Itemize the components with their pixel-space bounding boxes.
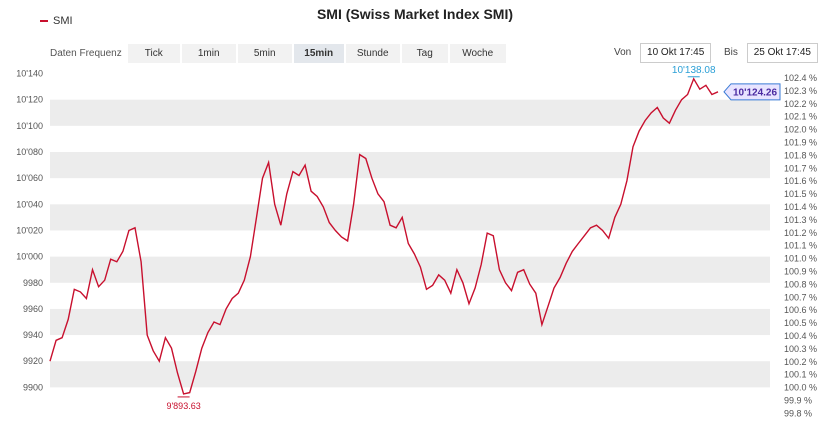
right-tick-label: 101.3 % [784, 215, 817, 225]
y-tick-label: 10'040 [16, 199, 43, 209]
tab-tick[interactable]: Tick [127, 44, 180, 63]
right-tick-label: 101.8 % [784, 150, 817, 160]
frequency-label: Daten Frequenz [50, 48, 122, 59]
tab-5min[interactable]: 5min [237, 44, 292, 63]
y-tick-label: 10'080 [16, 147, 43, 157]
right-tick-label: 100.0 % [784, 383, 817, 393]
grid-band [50, 152, 770, 179]
tab-1min[interactable]: 1min [181, 44, 236, 63]
right-tick-label: 101.9 % [784, 138, 817, 148]
right-axis: 102.4 % 102.3 % 102.2 % 102.1 % 102.0 % 101.9… [784, 73, 817, 418]
right-tick-label: 100.3 % [784, 344, 817, 354]
y-tick-label: 9960 [23, 304, 43, 314]
grid-band [50, 204, 770, 231]
grid-bands [50, 99, 770, 388]
to-date-input[interactable]: 25 Okt 17:45 [746, 43, 818, 63]
right-tick-label: 100.4 % [784, 331, 817, 341]
right-tick-label: 100.1 % [784, 370, 817, 380]
legend-label: SMI [53, 15, 73, 27]
annotations: 9'893.63 10'138.08 10'124.26 [166, 65, 781, 411]
right-tick-label: 101.1 % [784, 241, 817, 251]
grid-band [50, 361, 770, 388]
y-tick-label: 9940 [23, 330, 43, 340]
right-tick-label: 100.6 % [784, 305, 817, 315]
grid-band [50, 308, 770, 336]
right-tick-label: 100.7 % [784, 292, 817, 302]
right-tick-label: 101.4 % [784, 202, 817, 212]
series-line-smi [49, 77, 719, 395]
last-value-box: 10'124.26 [723, 83, 781, 101]
last-value-frame [723, 83, 781, 101]
legend[interactable]: SMI [40, 15, 73, 27]
from-date-input[interactable]: 10 Okt 17:45 [640, 43, 712, 63]
right-tick-label: 101.0 % [784, 254, 817, 264]
tab-woche[interactable]: Woche [449, 44, 506, 63]
right-tick-label: 101.6 % [784, 176, 817, 186]
from-label: Von [614, 47, 632, 58]
grid-band [50, 99, 770, 126]
right-tick-label: 101.5 % [784, 189, 817, 199]
right-tick-label: 101.2 % [784, 228, 817, 238]
y-tick-label: 10'140 [16, 69, 43, 79]
right-tick-label: 99.8 % [784, 408, 812, 418]
to-label: Bis [724, 47, 738, 58]
right-tick-label: 102.3 % [784, 86, 817, 96]
right-tick-label: 102.4 % [784, 73, 817, 83]
y-tick-label: 10'000 [16, 252, 43, 262]
right-tick-label: 100.5 % [784, 318, 817, 328]
low-label: 9'893.63 [166, 401, 200, 411]
tab-tag[interactable]: Tag [401, 44, 448, 63]
tab-15min[interactable]: 15min [293, 44, 344, 63]
left-axis: 9900 9920 9940 9960 9980 10'000 10'020 10'040 10… [16, 69, 43, 393]
y-tick-label: 10'060 [16, 173, 43, 183]
range-from: Von 10 Okt 17:45 [614, 43, 712, 63]
y-tick-label: 10'120 [16, 95, 43, 105]
y-tick-label: 10'100 [16, 121, 43, 131]
legend-swatch [40, 20, 48, 22]
right-tick-label: 102.1 % [784, 112, 817, 122]
frequency-toolbar: Daten Frequenz Tick 1min 5min 15min Stun… [50, 44, 508, 63]
right-tick-label: 102.0 % [784, 125, 817, 135]
right-tick-label: 100.9 % [784, 267, 817, 277]
y-tick-label: 10'020 [16, 225, 43, 235]
last-value-label: 10'124.26 [733, 87, 778, 98]
right-tick-label: 102.2 % [784, 99, 817, 109]
high-label: 10'138.08 [672, 65, 716, 76]
range-to: Bis 25 Okt 17:45 [724, 43, 818, 63]
chart-title: SMI (Swiss Market Index SMI) [316, 6, 514, 22]
y-tick-label: 9980 [23, 278, 43, 288]
right-tick-label: 101.7 % [784, 163, 817, 173]
grid-band [50, 256, 770, 283]
right-tick-label: 100.2 % [784, 357, 817, 367]
y-tick-label: 9900 [23, 382, 43, 392]
y-tick-label: 9920 [23, 356, 43, 366]
right-tick-label: 100.8 % [784, 279, 817, 289]
right-tick-label: 99.9 % [784, 396, 812, 406]
tab-stunde[interactable]: Stunde [345, 44, 400, 63]
